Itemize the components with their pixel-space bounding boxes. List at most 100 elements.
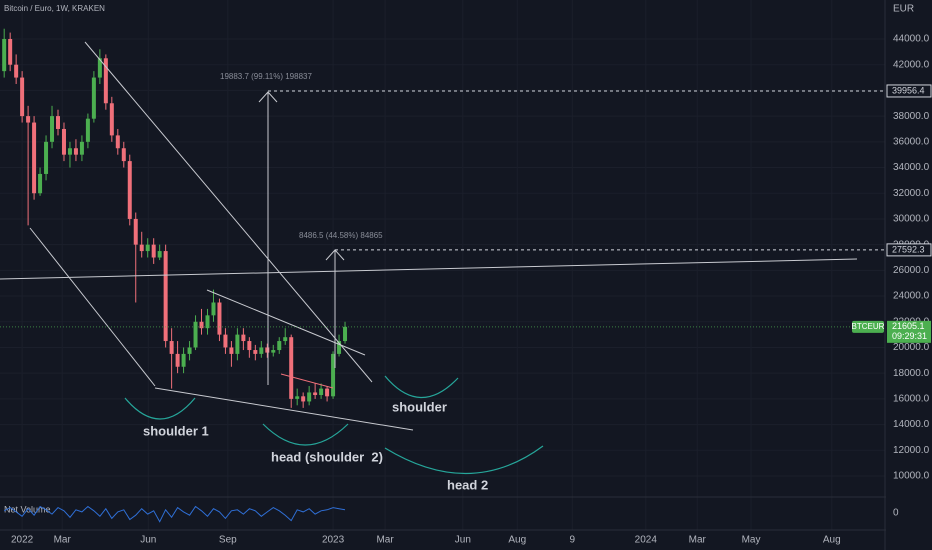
price-label: 27592.3 [892,244,925,254]
candle-body [133,218,138,245]
x-tick-label: Mar [376,535,394,546]
candle-body [289,337,294,399]
candle-body [241,334,246,342]
candle-body [247,341,252,351]
arrow-head [258,91,278,103]
symbol-label: BTCEUR [852,322,885,331]
y-tick-label: 26000.0 [893,265,930,276]
candle-body [8,39,13,65]
arc [124,397,196,420]
y-tick-label: 38000.0 [893,111,930,122]
drawings [0,41,858,431]
x-tick-label: 9 [569,535,575,546]
trend-line [280,373,334,389]
candle-body [2,39,7,72]
candle-body [169,341,174,354]
candle-body [187,347,192,354]
candle-body [265,347,270,353]
annotation: shoulder [392,399,447,414]
net-volume-line [3,505,346,523]
candle-body [32,122,37,194]
pattern-arcs [124,375,544,475]
candle-body [157,251,162,258]
candle-body [205,315,210,329]
candle-body [85,118,90,142]
candle-body [253,350,258,354]
annotation: head (shoulder 2) [271,449,383,464]
candle-body [139,244,144,252]
y-tick-label: 20000.0 [893,342,930,353]
arc [384,375,459,399]
measure-label: 8486.5 (44.58%) 84865 [299,231,383,240]
trend-line [154,387,414,431]
candle-body [175,353,180,367]
candle-body [151,244,156,258]
symbol-title: Bitcoin / Euro, 1W, KRAKEN [4,4,105,13]
candle-body [271,350,276,353]
candle-body [121,148,126,162]
price-label: 39956.4 [892,85,925,95]
candle-body [56,116,61,129]
x-tick-label: 2024 [635,535,658,546]
candle-body [211,302,216,316]
candle-body [307,392,312,402]
candle-body [50,116,55,142]
candle-body [115,135,120,149]
price-label-box [886,243,932,257]
candle-body [181,353,186,367]
countdown: 09:29:31 [892,331,927,341]
price-label-box [886,84,932,98]
trend-line [84,41,373,383]
y-tick-label: 30000.0 [893,214,930,225]
measure-label: 19883.7 (99.11%) 198837 [220,72,312,81]
y-tick-label: 14000.0 [893,419,930,430]
candles [2,28,348,408]
candle-body [217,302,222,335]
candle-body [343,326,348,342]
candle-body [67,148,72,155]
candle-body [337,341,342,354]
candle-body [127,161,132,219]
candle-body [103,58,108,104]
y-tick-label: 34000.0 [893,162,930,173]
grid [0,0,885,530]
currency: EUR [893,4,914,15]
x-tick-label: Aug [508,535,526,546]
candle-body [109,103,114,136]
y-tick-label: 10000.0 [893,471,930,482]
y-tick-label: 24000.0 [893,291,930,302]
candle-body [38,173,43,194]
candle-body [44,141,49,174]
y-tick-label: 32000.0 [893,188,930,199]
candle-body [163,251,168,342]
x-tick-label: Sep [219,535,237,546]
y-tick-label: 44000.0 [893,34,930,45]
x-tick-label: Mar [54,535,72,546]
y-tick-label: 42000.0 [893,59,930,70]
y-tick-label: 18000.0 [893,368,930,379]
candle-body [301,396,306,402]
x-tick-label: Aug [823,535,841,546]
candle-body [73,148,78,155]
x-tick-label: Jun [455,535,471,546]
y-tick-label: 16000.0 [893,394,930,405]
x-tick-label: 2023 [322,535,345,546]
candle-body [97,58,102,78]
y-tick-label: 36000.0 [893,136,930,147]
candle-body [199,321,204,329]
x-tick-label: Mar [689,535,707,546]
symbol-box [852,320,884,333]
candle-body [235,334,240,354]
resistance-line [0,258,858,280]
last-price-box [887,320,931,343]
y-tick-label: 12000.0 [893,445,930,456]
candle-body [223,334,228,348]
candle-body [91,77,96,119]
candle-body [319,388,324,396]
candle-body [277,341,282,351]
candle-body [26,116,31,123]
candle-body [313,392,318,396]
annotation: shoulder 1 [143,423,209,438]
candle-body [295,396,300,399]
